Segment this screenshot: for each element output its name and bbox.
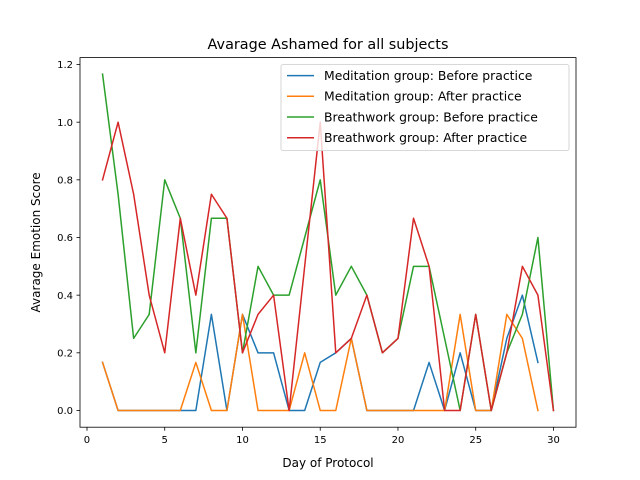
x-tick-label: 5 [162,435,168,446]
y-tick-label: 0.0 [57,406,73,417]
y-tick-label: 0.4 [57,291,73,302]
y-tick-label: 0.2 [57,348,73,359]
y-tick-label: 1.0 [57,118,73,129]
axes-frame [79,57,577,428]
legend-entry-label: Meditation group: Before practice [324,68,532,83]
legend-entry-label: Meditation group: After practice [324,89,522,104]
x-tick-label: 0 [84,435,90,446]
legend-entry-label: Breathwork group: After practice [324,130,527,145]
x-axis-label: Day of Protocol [282,456,373,470]
x-tick-label: 10 [236,435,249,446]
x-tick-label: 15 [314,435,327,446]
series-line-4 [101,121,555,412]
chart-title: Avarage Ashamed for all subjects [208,37,449,53]
series-line-2 [101,313,539,412]
x-axis-ticks: 0 5 10 15 20 25 30 [84,427,560,446]
y-axis-label: Avarage Emotion Score [29,172,43,312]
y-axis-ticks: 0.0 0.2 0.4 0.6 0.8 1.0 1.2 [57,60,80,417]
y-tick-label: 1.2 [57,60,73,71]
y-tick-label: 0.8 [57,175,73,186]
x-tick-label: 25 [469,435,482,446]
legend-box [280,64,570,151]
legend-entry-label: Breathwork group: Before practice [324,109,538,124]
legend: Meditation group: Before practice Meditat… [280,64,570,151]
y-tick-label: 0.6 [57,233,73,244]
series-layer [101,73,555,412]
x-tick-label: 30 [547,435,560,446]
x-tick-label: 20 [392,435,405,446]
